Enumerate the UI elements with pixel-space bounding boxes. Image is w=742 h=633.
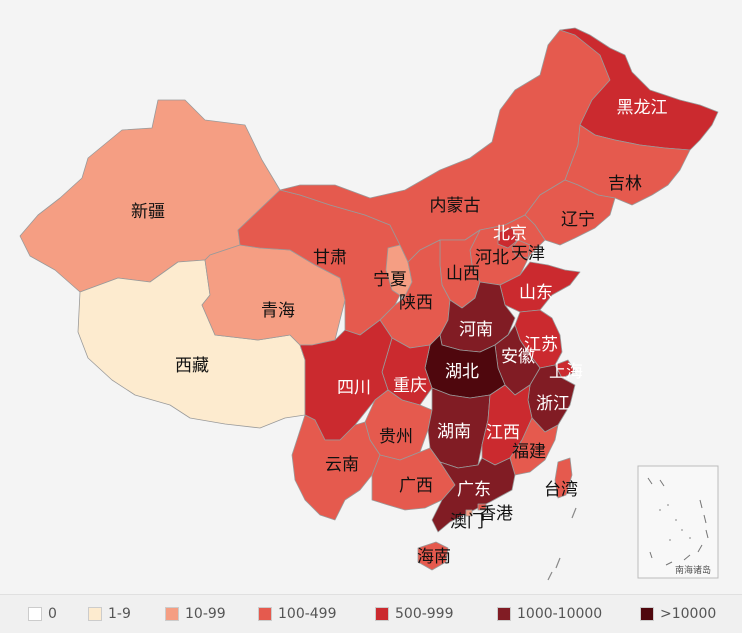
province-hainan[interactable] [417, 541, 449, 571]
legend-swatch [88, 607, 102, 621]
legend-label: 1000-10000 [517, 606, 603, 622]
province-label-shaanxi: 陕西 [399, 293, 433, 313]
legend-swatch [375, 607, 389, 621]
legend-item-1[interactable]: 1-9 [88, 605, 131, 623]
province-hongkong[interactable] [477, 503, 487, 511]
south-china-sea-inset: 南海诸岛 [637, 465, 719, 579]
legend-swatch [165, 607, 179, 621]
province-label-henan: 河南 [459, 320, 493, 340]
legend-label: 100-499 [278, 606, 337, 622]
province-label-zhejiang: 浙江 [536, 394, 570, 414]
legend-swatch [28, 607, 42, 621]
province-label-tianjin: 天津 [511, 244, 545, 264]
legend-item-4[interactable]: 500-999 [375, 605, 454, 623]
province-fujian[interactable] [509, 417, 559, 476]
legend-item-2[interactable]: 10-99 [165, 605, 226, 623]
province-label-yunnan: 云南 [325, 455, 359, 475]
legend-item-3[interactable]: 100-499 [258, 605, 337, 623]
province-label-shanxi: 山西 [446, 264, 480, 284]
province-label-guangxi: 广西 [399, 476, 433, 496]
legend-label: >10000 [660, 606, 717, 622]
legend-label: 1-9 [108, 606, 131, 622]
province-label-xizang: 西藏 [175, 356, 209, 376]
province-guangdong[interactable] [431, 457, 516, 533]
province-beijing[interactable] [497, 227, 519, 249]
province-label-liaoning: 辽宁 [561, 210, 595, 230]
province-label-jiangxi: 江西 [486, 423, 520, 443]
legend: 0 1-9 10-99 100-499 500-999 1000-10000 >… [0, 594, 742, 633]
legend-swatch [640, 607, 654, 621]
province-label-shandong: 山东 [519, 283, 553, 303]
province-label-hainan: 海南 [417, 547, 451, 567]
province-macau[interactable] [465, 509, 473, 517]
province-label-beijing: 北京 [493, 224, 527, 244]
legend-swatch [258, 607, 272, 621]
province-heilongjiang[interactable] [559, 27, 719, 151]
province-label-hongkong: 香港 [479, 504, 513, 524]
legend-swatch [497, 607, 511, 621]
province-label-neimenggu: 内蒙古 [430, 196, 481, 216]
province-label-ningxia: 宁夏 [373, 270, 407, 290]
legend-item-0[interactable]: 0 [28, 605, 57, 623]
sea-border-dashes [547, 507, 577, 581]
province-label-hebei: 河北 [475, 248, 509, 268]
province-label-chongqing: 重庆 [393, 376, 427, 396]
province-taiwan[interactable] [554, 457, 573, 499]
inset-label: 南海诸岛 [675, 564, 711, 576]
legend-item-6[interactable]: >10000 [640, 605, 716, 623]
province-label-shanghai: 上海 [549, 362, 583, 382]
legend-label: 0 [48, 606, 57, 622]
province-label-jilin: 吉林 [608, 174, 642, 194]
province-label-qinghai: 青海 [261, 301, 295, 321]
legend-item-5[interactable]: 1000-10000 [497, 605, 602, 623]
province-label-taiwan: 台湾 [544, 480, 578, 500]
legend-label: 10-99 [185, 606, 226, 622]
province-label-hubei: 湖北 [445, 362, 479, 382]
province-label-macau: 澳门 [450, 512, 484, 532]
province-label-heilongjiang: 黑龙江 [617, 98, 668, 118]
province-shandong[interactable] [499, 261, 581, 313]
province-label-gansu: 甘肃 [313, 248, 347, 268]
province-label-fujian: 福建 [512, 442, 546, 462]
province-label-sichuan: 四川 [337, 378, 371, 398]
province-label-guangdong: 广东 [457, 480, 491, 500]
province-tianjin[interactable] [511, 239, 531, 259]
province-label-xinjiang: 新疆 [131, 202, 165, 222]
province-label-hunan: 湖南 [437, 422, 471, 442]
province-label-anhui: 安徽 [501, 347, 535, 367]
province-label-guizhou: 贵州 [379, 427, 413, 447]
province-label-jiangsu: 江苏 [524, 335, 558, 355]
legend-label: 500-999 [395, 606, 454, 622]
